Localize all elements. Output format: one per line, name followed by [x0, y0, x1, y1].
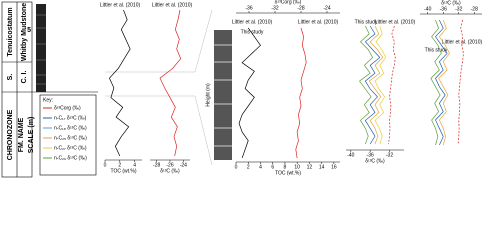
- tick-label: -40: [347, 152, 354, 158]
- panel-note: This study: [241, 29, 264, 35]
- zoom-lines: [105, 9, 213, 166]
- panel-note: Littler et al. (2010): [298, 19, 339, 25]
- strat-frame: [1, 1, 98, 178]
- axis-label: TOC (wt.%): [110, 168, 136, 174]
- data-line: [374, 25, 387, 145]
- key-title: Key:: [43, 97, 53, 103]
- column-layers: [36, 14, 46, 85]
- row-label: FM. NAME: [18, 117, 25, 152]
- zone: Tenuicostatum: [7, 7, 14, 56]
- key-label: n-C₂₇ δ¹³C (‰): [54, 145, 87, 151]
- tick-label: -36: [367, 152, 374, 158]
- core-stripes: [214, 44, 232, 147]
- tick-label: 2: [247, 164, 250, 170]
- data-line: [359, 25, 374, 145]
- tick-label: -40: [424, 6, 431, 12]
- axis-label: δ¹³Corg (‰): [275, 0, 302, 5]
- panel-note: Littler et al. (2010): [232, 19, 273, 25]
- data-line: [238, 27, 261, 159]
- axis-label: δ¹³C (‰): [160, 168, 180, 174]
- data-line: [438, 19, 450, 146]
- tick-label: -28: [471, 6, 478, 12]
- tick-label: -36: [440, 6, 447, 12]
- formation-lower: C. I.: [21, 71, 28, 84]
- key-label: n-C₁₈ δ¹³C (‰): [54, 125, 87, 131]
- zone-lower: S.: [7, 74, 14, 81]
- tick-label: -28: [153, 162, 160, 168]
- data-line: [159, 9, 182, 157]
- tick-label: -32: [386, 152, 393, 158]
- tick-label: 12: [307, 164, 313, 170]
- tick-label: -26: [166, 162, 173, 168]
- tick-label: 6: [271, 164, 274, 170]
- tick-label: -36: [245, 5, 252, 11]
- key-label: n-C₂₉ δ¹³C (‰): [54, 155, 87, 161]
- tick-label: 10: [294, 164, 300, 170]
- tick-label: -28: [297, 5, 304, 11]
- key-label: n-C₁₇ δ¹³C (‰): [54, 115, 87, 121]
- strat-column: [36, 4, 46, 92]
- key-label: δ¹³Corg (‰): [54, 105, 81, 111]
- tick-label: 8: [284, 164, 287, 170]
- key-box: [39, 94, 97, 176]
- tick-label: -32: [455, 6, 462, 12]
- axis-label: δ¹³C (‰): [365, 158, 385, 164]
- data-line: [364, 25, 381, 145]
- tick-label: 4: [259, 164, 262, 170]
- tick-label: -32: [271, 5, 278, 11]
- axis-label: δ¹³C (‰): [441, 0, 461, 6]
- tick-label: 0: [104, 162, 107, 168]
- data-line: [109, 9, 131, 157]
- panel-note: Littler et al. (2010): [152, 2, 193, 8]
- tick-label: 2: [118, 162, 121, 168]
- tick-label: 14: [319, 164, 325, 170]
- tick-label: -24: [323, 5, 330, 11]
- data-line: [295, 27, 307, 159]
- tick-label: 16: [331, 164, 337, 170]
- axis-label: TOC (wt.%): [275, 170, 301, 176]
- row-label: CHRONOZONE: [7, 109, 14, 160]
- core-image: [214, 30, 232, 160]
- data-line: [368, 25, 384, 145]
- figure: Tenuicostatum Whitby Mudstone S. C. I. 5…: [1, 0, 482, 178]
- data-line: [435, 19, 448, 146]
- side-label: Height (m): [205, 83, 211, 107]
- tick-label: 0: [235, 164, 238, 170]
- scale-tick: 5: [27, 27, 31, 34]
- row-label: SCALE (m): [28, 117, 35, 154]
- key-label: n-C₂₅ δ¹³C (‰): [54, 135, 87, 141]
- tick-label: 4: [133, 162, 136, 168]
- formation: Whitby Mudstone: [21, 3, 28, 61]
- data-line: [388, 25, 396, 145]
- panel-note: Littler et al. (2010): [375, 19, 416, 25]
- data-line: [457, 19, 464, 146]
- panel-note: This study: [425, 47, 448, 53]
- panel-note: Littler et al. (2010): [100, 2, 141, 8]
- tick-label: -24: [180, 162, 187, 168]
- panel-note: This study: [355, 19, 378, 25]
- data-line: [430, 19, 442, 146]
